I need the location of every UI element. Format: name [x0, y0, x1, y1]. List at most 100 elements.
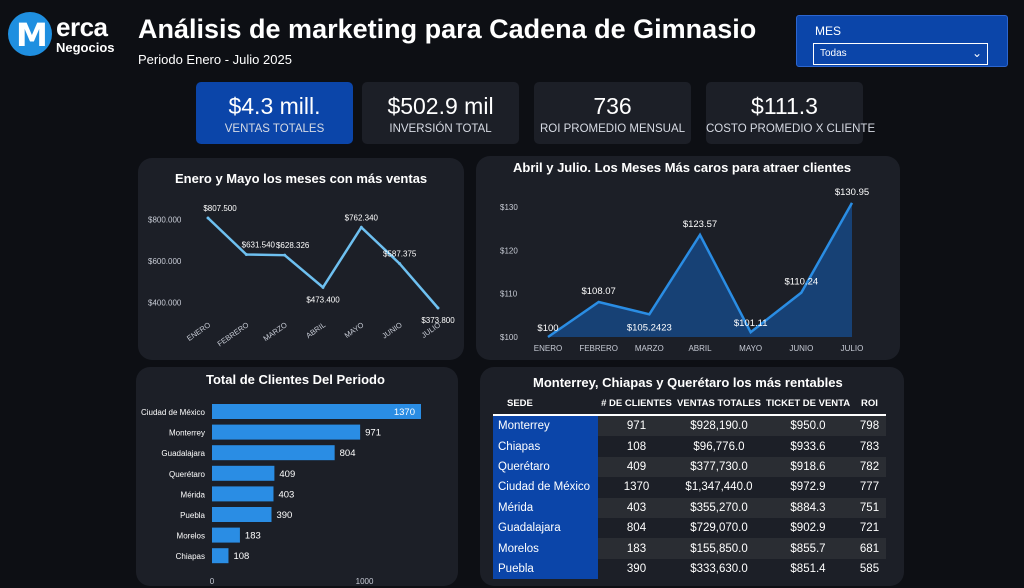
cell-clientes: 183 — [598, 538, 675, 559]
x-tick-label: FEBRERO — [579, 344, 618, 353]
page-title: Análisis de marketing para Cadena de Gim… — [138, 14, 757, 44]
data-label: $762.340 — [345, 213, 379, 222]
category-label: Morelos — [177, 532, 205, 541]
table-row[interactable]: Puebla 390 $333,630.0 $851.4 585 — [493, 558, 886, 580]
table-header: SEDE # DE CLIENTES VENTAS TOTALES TICKET… — [493, 392, 886, 416]
cell-sede: Ciudad de México — [493, 477, 598, 498]
cell-roi: 777 — [853, 477, 886, 498]
sales-point — [398, 262, 402, 266]
cell-ticket: $950.0 — [763, 416, 853, 437]
kpi-label: INVERSIÓN TOTAL — [389, 123, 492, 135]
x-tick-label: MARZO — [261, 320, 288, 343]
category-label: Puebla — [180, 511, 205, 520]
table-row[interactable]: Morelos 183 $155,850.0 $855.7 681 — [493, 538, 886, 559]
col-header-roi[interactable]: ROI — [861, 397, 878, 409]
cell-roi: 681 — [853, 538, 886, 559]
category-label: Querétaro — [169, 470, 206, 479]
col-header-ticket[interactable]: TICKET DE VENTA — [765, 397, 851, 409]
sales-line-panel — [138, 158, 464, 360]
table-row[interactable]: Querétaro 409 $377,730.0 $918.6 782 — [493, 456, 886, 478]
data-label: $628.326 — [276, 241, 310, 250]
x-tick-label: JUNIO — [380, 320, 404, 340]
table-row[interactable]: Ciudad de México 1370 $1,347,440.0 $972.9 77… — [493, 477, 886, 498]
kpi-ventas-totales[interactable]: $4.3 mill. VENTAS TOTALES — [196, 82, 353, 144]
cell-ventas: $1,347,440.0 — [675, 477, 763, 498]
table-row[interactable]: Monterrey 971 $928,190.0 $950.0 798 — [493, 416, 886, 437]
client-bar — [212, 486, 274, 502]
table-body: Monterrey 971 $928,190.0 $950.0 798 Chiapas 10… — [493, 416, 886, 580]
kpi-inversion-total[interactable]: $502.9 mil INVERSIÓN TOTAL — [362, 82, 519, 144]
data-label: $130.95 — [835, 187, 869, 198]
cell-ventas: $355,270.0 — [675, 497, 763, 518]
client-bar — [212, 404, 421, 419]
data-label: $807.500 — [203, 204, 237, 213]
cell-roi: 783 — [853, 436, 886, 457]
cell-ticket: $902.9 — [763, 517, 853, 539]
col-header-clientes[interactable]: # DE CLIENTES — [601, 397, 672, 409]
x-tick-label: MARZO — [635, 344, 664, 353]
sales-chart-title: Enero y Mayo los meses con más ventas — [175, 171, 428, 186]
data-label: $105.2423 — [627, 322, 672, 333]
table-title: Monterrey, Chiapas y Querétaro los más r… — [533, 375, 843, 390]
bar-value-label: 804 — [340, 448, 356, 459]
cell-roi: 585 — [853, 558, 886, 580]
kpi-value: $4.3 mill. — [228, 93, 321, 119]
rentables-table: SEDE # DE CLIENTES VENTAS TOTALES TICKET… — [493, 392, 886, 580]
table-row[interactable]: Mérida 403 $355,270.0 $884.3 751 — [493, 497, 886, 518]
clients-bar-chart: Ciudad de México 1370 Monterrey 971 Guadalaj… — [141, 404, 421, 586]
cell-ticket: $855.7 — [763, 538, 853, 559]
col-header-sede[interactable]: SEDE — [507, 397, 533, 409]
cell-clientes: 971 — [598, 416, 675, 437]
category-label: Monterrey — [169, 429, 205, 438]
cell-clientes: 403 — [598, 497, 675, 518]
x-tick-label: ABRIL — [304, 320, 327, 340]
kpi-value: $502.9 mil — [387, 93, 494, 119]
bar-value-label: 1370 — [394, 407, 415, 418]
sales-line-chart: $800.000 $600.000 $400.000 $807.500 ENERO $63… — [148, 204, 455, 348]
cost-chart-title: Abril y Julio. Los Meses Más caros para … — [513, 160, 852, 175]
cell-sede: Monterrey — [493, 416, 598, 437]
kpi-roi-promedio[interactable]: 736 ROI PROMEDIO MENSUAL — [534, 82, 691, 144]
slicer-label: MES — [815, 24, 842, 38]
x-tick-label: ENERO — [534, 344, 562, 353]
cell-clientes: 390 — [598, 558, 675, 580]
cell-ticket: $884.3 — [763, 497, 853, 518]
client-bar — [212, 465, 275, 481]
table-row[interactable]: Guadalajara 804 $729,070.0 $902.9 721 — [493, 517, 886, 539]
sales-point — [283, 253, 287, 257]
cell-ventas: $333,630.0 — [675, 558, 763, 580]
month-dropdown[interactable]: Todas ⌄ — [813, 43, 988, 65]
cost-series-area — [548, 202, 852, 337]
col-header-ventas[interactable]: VENTAS TOTALES — [677, 397, 761, 409]
data-label: $123.57 — [683, 219, 717, 230]
x-tick-label: 0 — [210, 577, 215, 586]
cell-roi: 798 — [853, 416, 886, 437]
cell-sede: Puebla — [493, 558, 598, 580]
cell-clientes: 108 — [598, 436, 675, 457]
bar-value-label: 390 — [276, 510, 292, 521]
data-label: $587.375 — [383, 250, 417, 259]
y-tick-label: $600.000 — [148, 257, 182, 266]
bar-value-label: 409 — [279, 469, 295, 480]
cell-ventas: $377,730.0 — [675, 456, 763, 478]
chevron-down-icon[interactable]: ⌄ — [971, 46, 982, 60]
kpi-label: VENTAS TOTALES — [224, 123, 325, 135]
cost-series-line — [547, 202, 854, 339]
kpi-costo-promedio[interactable]: $111.3 COSTO PROMEDIO X CLIENTE — [706, 82, 875, 144]
table-row[interactable]: Chiapas 108 $96,776.0 $933.6 783 — [493, 436, 886, 457]
bar-value-label: 183 — [245, 531, 261, 542]
sales-point — [436, 306, 440, 310]
bar-value-label: 971 — [365, 428, 381, 439]
y-tick-label: $130 — [500, 203, 518, 212]
sales-point — [244, 253, 248, 257]
data-label: $373.800 — [421, 316, 455, 325]
brand-logo: M erca Negocios — [8, 12, 132, 58]
cell-ventas: $928,190.0 — [675, 416, 763, 437]
cell-ticket: $972.9 — [763, 477, 853, 498]
cell-ticket: $851.4 — [763, 558, 853, 580]
y-tick-label: $800.000 — [148, 216, 182, 225]
y-tick-label: $110 — [500, 290, 518, 299]
sales-point — [359, 225, 363, 229]
cell-ventas: $729,070.0 — [675, 517, 763, 539]
x-tick-label: MAYO — [343, 320, 366, 340]
